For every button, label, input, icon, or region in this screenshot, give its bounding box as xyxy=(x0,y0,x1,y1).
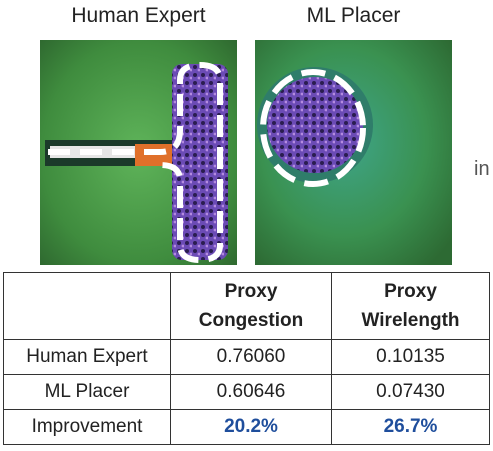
cell: 20.2% xyxy=(170,409,332,445)
row: ML Placer 0.60646 0.07430 xyxy=(3,374,490,410)
header-cell: Proxy Congestion xyxy=(170,272,332,340)
image-label: Human Expert xyxy=(71,4,206,27)
header-row: Proxy Congestion Proxy Wirelength xyxy=(3,272,490,340)
cell: 26.7% xyxy=(331,409,490,445)
cell: 0.10135 xyxy=(331,339,490,375)
header-text: Proxy xyxy=(224,281,278,302)
row: Human Expert 0.76060 0.10135 xyxy=(3,339,490,375)
results-table: Proxy Congestion Proxy Wirelength Human Ex… xyxy=(3,272,490,445)
placement-image xyxy=(40,40,237,265)
placement-image xyxy=(255,40,452,265)
row-label: Human Expert xyxy=(3,339,171,375)
row: Improvement 20.2% 26.7% xyxy=(3,409,490,445)
header-cell xyxy=(3,272,171,340)
image-label: ML Placer xyxy=(306,4,401,27)
cut-text: in xyxy=(474,158,490,180)
header-text: Congestion xyxy=(198,310,304,331)
header-cell: Proxy Wirelength xyxy=(331,272,490,340)
cell: 0.07430 xyxy=(331,374,490,410)
row-label: ML Placer xyxy=(3,374,171,410)
cell: 0.76060 xyxy=(170,339,332,375)
row-label: Improvement xyxy=(3,409,171,445)
header-text: Proxy xyxy=(384,281,437,302)
header-text: Wirelength xyxy=(361,310,460,331)
cell: 0.60646 xyxy=(170,374,332,410)
